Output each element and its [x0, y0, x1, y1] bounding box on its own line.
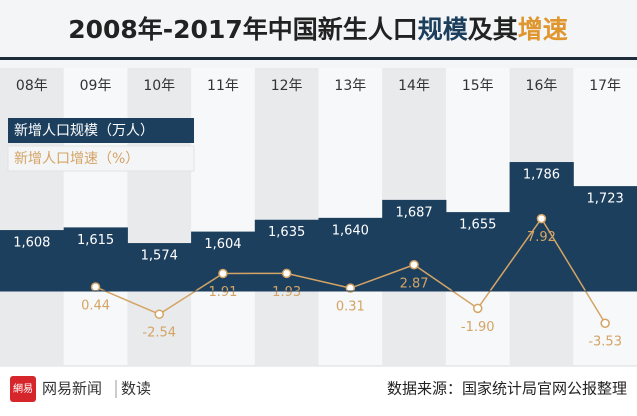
title-part: 及其 [468, 15, 518, 44]
bar [0, 230, 65, 291]
bar [382, 199, 447, 291]
line-value-label: 2.87 [400, 276, 429, 291]
x-tick-label: 16年 [526, 78, 558, 94]
bar [63, 227, 128, 291]
x-tick-label: 09年 [80, 78, 112, 94]
line-point [600, 318, 610, 328]
plot: 08年 09年 10年 11年 12年 13年 14年 15年 16年 17年 1,608 1,615… [0, 68, 637, 365]
line-value-label: -1.90 [461, 320, 495, 335]
bar-value-label: 1,687 [395, 205, 432, 220]
line-value-label: -3.53 [588, 335, 622, 350]
bar [191, 231, 256, 291]
line-value-label: 1.91 [208, 285, 237, 300]
brand: 网易新闻 [42, 380, 102, 398]
logo-box [10, 376, 36, 402]
line-point [473, 303, 483, 314]
section: 数读 [121, 380, 151, 398]
line-value-label: 0.44 [81, 298, 110, 313]
line-point [281, 268, 292, 279]
legend-box [7, 145, 195, 172]
x-tick-label: 12年 [271, 78, 303, 94]
bar-value-label: 1,608 [13, 236, 50, 251]
source: 数据来源：国家统计局官网公报整理 [387, 380, 627, 398]
column-stripe [127, 68, 192, 365]
line-value-label: 0.31 [336, 300, 365, 315]
bar-value-label: 1,640 [332, 223, 369, 238]
x-tick-label: 17年 [589, 78, 621, 94]
bar [127, 243, 192, 291]
bar-value-label: 1,723 [587, 192, 624, 207]
x-tick-label: 08年 [16, 78, 48, 94]
line-point [218, 268, 228, 279]
column-stripe [63, 68, 128, 365]
bar-value-label: 1,635 [268, 225, 305, 240]
chart-title: 2008年-2017年中国新生人口规模及其增速 [68, 15, 568, 44]
line-value-label: 1.93 [272, 285, 301, 300]
line-point [345, 283, 356, 293]
bar-value-label: 1,655 [459, 218, 496, 233]
column-stripe [191, 68, 256, 365]
title-part: 2008年-2017年中国新生人口 [68, 15, 418, 44]
x-tick-label: 10年 [143, 78, 175, 94]
logo: 網易 [13, 382, 33, 395]
bar [509, 162, 574, 291]
bar [573, 186, 637, 291]
footer [0, 366, 637, 416]
column-stripe [318, 68, 383, 365]
line-value-label: -2.54 [142, 326, 176, 341]
title-part: 增速 [518, 15, 568, 44]
legend-box [8, 118, 194, 143]
title-part: 规模 [418, 15, 469, 44]
line-value-label: 7.92 [527, 230, 556, 245]
bar-value-label: 1,615 [77, 233, 114, 248]
bar-value-label: 1,574 [141, 249, 178, 264]
line-point [90, 282, 101, 292]
x-tick-label: 11年 [207, 78, 239, 94]
line-point [536, 213, 547, 224]
bar [318, 217, 383, 291]
bar-value-label: 1,604 [204, 237, 241, 252]
legend-label: 新增人口规模（万人） [14, 123, 154, 139]
x-tick-label: 15年 [462, 78, 494, 94]
column-stripe [254, 68, 319, 365]
x-tick-label: 13年 [334, 78, 366, 94]
line-point [154, 309, 164, 319]
bar-value-label: 1,786 [523, 168, 560, 183]
column-stripe [0, 68, 65, 365]
legend-label: 新增人口增速（%） [14, 151, 139, 167]
title-rule [0, 57, 637, 60]
x-tick-label: 14年 [398, 78, 430, 94]
line-point [409, 260, 419, 270]
